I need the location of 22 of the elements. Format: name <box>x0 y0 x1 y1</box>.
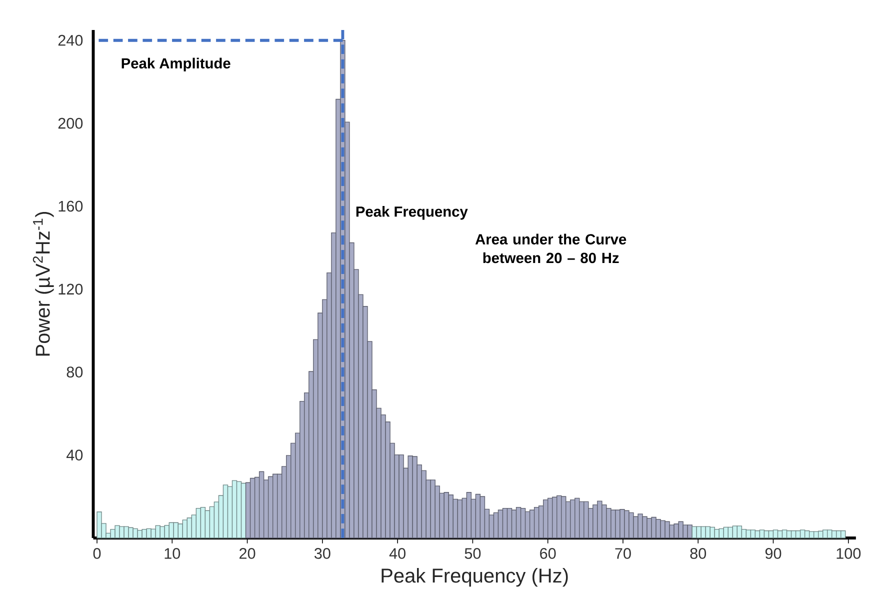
x-tick-label: 50 <box>464 548 481 559</box>
x-tick-label: 80 <box>690 548 706 559</box>
ref-line-label: Peak Amplitude <box>122 58 230 72</box>
annotation: Area under the Curve between 20 – 80 Hz <box>475 234 626 264</box>
x-tick-label: 20 <box>240 548 256 559</box>
y-axis-title: Power (µV$^{2}$Hz$^{-1}$) <box>32 212 54 356</box>
y-tick-label: 80 <box>66 366 83 378</box>
x-tick-label: 70 <box>615 548 631 559</box>
x-tick-label: 100 <box>836 548 861 559</box>
x-tick-label: 90 <box>765 548 782 559</box>
x-tick-label: 40 <box>389 548 406 559</box>
y-tick-label: 160 <box>58 200 83 212</box>
y-tick-label: 240 <box>58 34 83 46</box>
y-tick-label: 40 <box>66 450 83 460</box>
x-tick-label: 30 <box>314 548 330 559</box>
y-tick-label: 120 <box>58 284 83 295</box>
x-tick-label: 0 <box>93 548 101 559</box>
x-axis-title: Peak Frequency (Hz) <box>382 568 568 587</box>
ref-line-label: Peak Frequency <box>356 206 468 220</box>
x-tick-label: 10 <box>164 548 180 559</box>
y-tick-label: 200 <box>58 118 83 129</box>
x-tick-label: 60 <box>540 548 556 559</box>
